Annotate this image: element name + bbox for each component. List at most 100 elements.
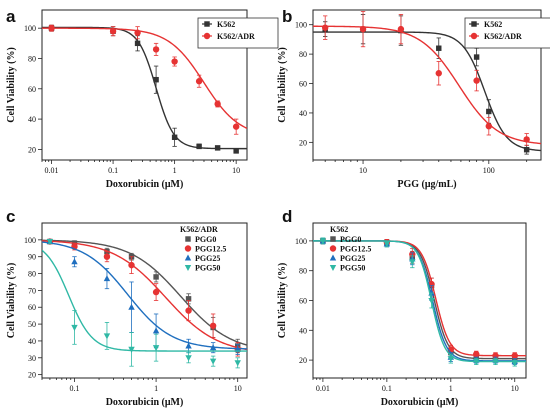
data-point — [128, 261, 135, 269]
data-point — [48, 24, 55, 32]
y-axis: 20 30 40 50 60 70 80 90 100 — [24, 236, 42, 380]
data-point — [359, 25, 367, 33]
data-point — [152, 46, 160, 53]
legend-marker — [471, 21, 477, 27]
data-point — [209, 358, 217, 365]
legend-box — [464, 17, 550, 49]
data-point — [185, 307, 192, 314]
fit-curve — [42, 26, 247, 150]
y-axis: 20 40 60 80 100 — [295, 237, 313, 365]
y-tick-label: 50 — [28, 320, 36, 329]
legend-label: PGG12.5 — [340, 245, 371, 254]
legend-marker — [184, 254, 192, 261]
x-tick-label: 10 — [232, 166, 240, 175]
data-point — [128, 346, 135, 353]
y-tick-label: 70 — [28, 286, 36, 295]
y-axis: 20 40 60 80 100 — [24, 24, 42, 154]
x-axis: 0.01 0.1 1 10 — [312, 378, 519, 393]
data-point — [523, 146, 530, 153]
data-point — [447, 356, 454, 363]
series-pgg12-5 — [42, 238, 247, 357]
x-axis: 0.1 1 10 — [41, 378, 242, 393]
data-point — [196, 143, 202, 150]
data-point — [233, 148, 239, 154]
y-axis: 20 40 60 80 100 — [295, 21, 313, 147]
panel-a: a 0.01 0.1 1 10 20 40 60 80 100 Doxorubicin (μM) Ce… — [6, 7, 279, 190]
x-tick-label: 1 — [449, 384, 453, 393]
y-tick-label: 40 — [28, 115, 36, 124]
data-point — [152, 327, 160, 334]
data-point — [185, 342, 192, 349]
data-point — [103, 275, 111, 282]
data-point — [232, 123, 240, 130]
legend-marker — [470, 32, 478, 40]
legend-title: K562/ADR — [180, 225, 218, 234]
legend-label: K562/ADR — [217, 32, 255, 41]
legend-marker — [184, 264, 192, 272]
y-axis-title: Cell Viability (%) — [277, 263, 288, 339]
x-tick-label: 1 — [173, 166, 177, 175]
x-axis-title: Doxorubicin (μM) — [106, 179, 184, 190]
y-tick-label: 80 — [28, 54, 36, 63]
data-point — [486, 108, 492, 115]
data-point — [46, 238, 54, 246]
data-point — [209, 344, 217, 351]
x-tick-label: 0.1 — [69, 384, 79, 393]
y-tick-label: 40 — [28, 337, 36, 346]
y-tick-label: 60 — [28, 85, 36, 94]
y-tick-label: 100 — [295, 237, 307, 246]
data-point — [128, 303, 135, 310]
fit-curve — [42, 27, 247, 129]
data-point — [209, 322, 217, 329]
legend-title: K562 — [330, 225, 348, 234]
data-point — [397, 25, 405, 33]
data-point — [103, 253, 111, 260]
fit-curve — [313, 25, 541, 145]
data-point — [171, 134, 178, 140]
x-axis: 0.01 0.1 1 10 — [41, 160, 240, 175]
data-point — [473, 359, 480, 366]
x-tick-label: 100 — [483, 166, 495, 175]
data-point — [153, 76, 159, 83]
y-tick-label: 20 — [299, 356, 307, 365]
legend-marker — [185, 236, 191, 242]
series-pgg50 — [42, 238, 247, 369]
legend-label: K562 — [217, 20, 235, 29]
legend-label: K562 — [484, 20, 502, 29]
fit-curve — [42, 249, 247, 352]
data-point — [234, 360, 241, 367]
legend-label: PGG12.5 — [195, 245, 226, 254]
legend-label: K562/ADR — [484, 32, 522, 41]
data-point — [473, 77, 480, 84]
y-tick-label: 80 — [299, 50, 307, 59]
data-point — [485, 122, 493, 130]
legend-label: PGG50 — [340, 264, 365, 273]
legend-box — [197, 17, 279, 49]
data-point — [71, 258, 78, 265]
y-tick-label: 80 — [299, 267, 307, 276]
x-tick-label: 10 — [234, 384, 242, 393]
x-tick-label: 10 — [511, 384, 519, 393]
data-point — [473, 54, 480, 60]
y-tick-label: 30 — [28, 354, 36, 363]
x-tick-label: 0.1 — [382, 384, 392, 393]
y-tick-label: 20 — [28, 145, 36, 154]
data-point — [428, 297, 435, 305]
legend-marker — [184, 245, 192, 252]
data-point — [523, 136, 530, 143]
y-tick-label: 90 — [28, 253, 36, 262]
panel-c: c 0.1 1 10 20 30 40 50 60 70 80 90 100 Doxorubicin (μ… — [6, 207, 248, 408]
plot-frame — [312, 9, 542, 161]
data-point — [321, 24, 329, 31]
y-axis-title: Cell Viability (%) — [6, 263, 17, 339]
data-point — [511, 352, 518, 359]
y-tick-label: 20 — [28, 371, 36, 380]
panel-letter: a — [6, 7, 16, 26]
y-tick-label: 40 — [299, 326, 307, 335]
data-point — [473, 350, 480, 358]
data-point — [185, 296, 192, 302]
panel-letter: c — [6, 207, 15, 226]
plot-frame — [41, 9, 248, 161]
series-pgg50 — [313, 237, 526, 367]
